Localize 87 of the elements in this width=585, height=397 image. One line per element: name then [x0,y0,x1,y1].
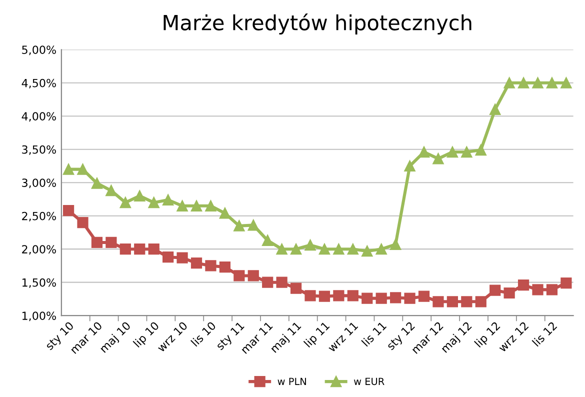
chart-title: Marże kredytów hipotecznych [164,14,472,35]
point [432,153,444,164]
point [532,284,544,296]
point [490,284,501,296]
point [120,244,131,255]
point [333,290,344,302]
point [461,296,472,308]
point [190,258,202,269]
point [219,208,230,219]
point [162,194,174,206]
point [62,204,74,216]
point [134,244,146,255]
point [290,282,302,294]
point [347,290,358,302]
point [560,77,572,88]
point [248,220,259,231]
point [333,244,344,255]
point [518,77,530,88]
point [404,292,416,304]
y-tick-label: 3,50% [22,145,56,155]
point [91,236,103,248]
point [290,244,302,255]
point [276,276,288,288]
y-tick-label: 1,00% [22,312,56,322]
point [475,296,486,308]
point [461,146,472,158]
point [262,276,274,288]
y-tick-label: 4,50% [22,78,56,88]
y-tick-label: 5,00% [22,46,56,56]
point [318,244,330,255]
point [106,185,117,196]
point [362,292,373,304]
point [432,296,444,308]
point [376,292,387,304]
point [234,270,245,282]
point [532,77,544,88]
point [390,238,402,250]
point [219,262,230,273]
point [446,146,458,158]
point [504,77,515,88]
point [390,292,402,304]
point [376,244,387,255]
point [546,77,558,88]
point [148,197,160,208]
point [248,270,259,282]
point [475,144,486,156]
point [304,290,316,302]
point [77,164,88,175]
y-tick-label: 3,00% [22,178,56,188]
legend-label: w PLN [278,378,306,385]
point [490,104,501,116]
point [62,164,74,175]
point [148,244,160,255]
point [504,287,515,299]
point [546,284,558,296]
point [176,200,188,212]
x-tick-label: lis 11 [361,321,387,347]
point [518,279,530,291]
point [205,260,216,272]
point [77,216,88,228]
y-tick-label: 1,50% [22,278,56,288]
point [347,244,358,255]
point [262,234,274,246]
point [162,252,174,263]
point [446,296,458,308]
point [205,200,216,212]
point [362,246,373,257]
x-tick-label: lis 12 [532,321,558,347]
point [120,197,131,208]
y-tick-label: 2,50% [22,212,56,222]
point [304,240,316,251]
point [560,277,572,289]
x-tick-label: lis 10 [190,320,216,347]
point [418,290,430,302]
point [190,200,202,212]
point [106,236,117,248]
y-tick-label: 4,00% [22,112,56,122]
point [404,160,416,172]
point [134,190,146,202]
point [276,244,288,255]
point [91,178,103,189]
point [234,220,245,232]
point [318,290,330,302]
legend-label: w EUR [354,378,384,386]
y-tick-label: 2,00% [22,245,56,255]
point [418,146,430,158]
point [176,252,188,264]
